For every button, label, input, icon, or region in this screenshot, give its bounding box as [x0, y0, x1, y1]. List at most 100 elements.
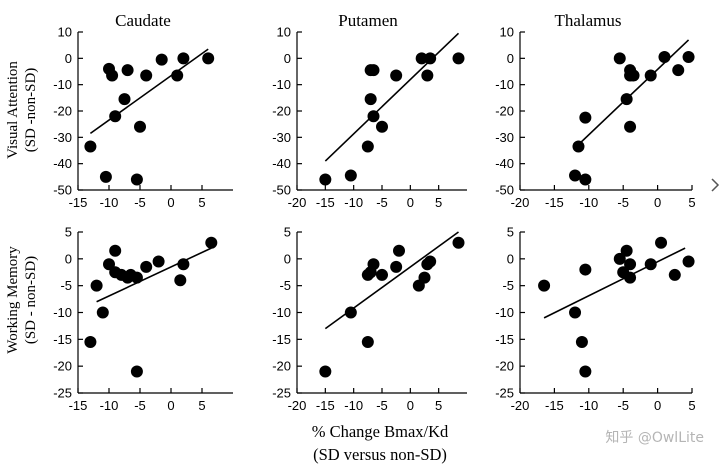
- regression-line: [543, 247, 686, 319]
- data-point: [109, 110, 122, 123]
- x-tick-label: -10: [100, 398, 119, 413]
- data-point: [130, 271, 143, 284]
- y-tick-label: -50: [272, 183, 291, 198]
- chevron-right-icon[interactable]: [711, 178, 720, 192]
- x-tick-label: -10: [579, 195, 598, 210]
- x-tick-label: -15: [545, 398, 564, 413]
- data-point: [376, 120, 388, 133]
- data-point: [658, 51, 671, 64]
- x-tick-label: 0: [407, 398, 414, 413]
- x-tick-label: 5: [198, 195, 205, 210]
- data-point: [390, 69, 403, 82]
- data-point: [152, 255, 165, 268]
- x-tick-label: -5: [617, 398, 629, 413]
- data-point: [177, 258, 190, 271]
- y-tick-label: -20: [272, 104, 291, 119]
- data-point: [644, 258, 657, 271]
- x-tick-label: 5: [688, 195, 695, 210]
- y-tick-label: 10: [277, 25, 291, 40]
- data-point: [569, 169, 582, 182]
- watermark: 知乎 @OwlLite: [605, 429, 704, 446]
- y-tick-label: -10: [53, 305, 72, 320]
- data-point: [140, 69, 153, 82]
- data-point: [424, 255, 437, 268]
- y-tick-label: -40: [272, 156, 291, 171]
- data-point: [452, 236, 465, 249]
- data-point: [134, 120, 146, 133]
- data-point: [361, 140, 374, 153]
- x-tick-label: 0: [654, 195, 661, 210]
- x-tick-label: -20: [511, 195, 530, 210]
- y-tick-label: -50: [53, 183, 72, 198]
- y-tick-label: -15: [272, 332, 291, 347]
- data-point: [613, 252, 626, 265]
- data-point: [624, 120, 637, 133]
- column-title-thalamus: Thalamus: [554, 11, 621, 30]
- data-point: [579, 263, 592, 276]
- data-point: [364, 93, 377, 106]
- x-tick-label: -15: [316, 398, 335, 413]
- data-point: [424, 52, 437, 65]
- regression-line: [89, 48, 209, 135]
- y-tick-label: 5: [284, 225, 291, 240]
- data-point: [171, 69, 184, 82]
- y-tick-label: 0: [284, 51, 291, 66]
- data-point: [376, 268, 388, 281]
- y-tick-label: 10: [58, 25, 72, 40]
- x-tick-label: 5: [198, 398, 205, 413]
- data-point: [361, 336, 374, 349]
- x-tick-label: -5: [134, 195, 146, 210]
- data-point: [627, 69, 640, 82]
- x-tick-label: -5: [617, 195, 629, 210]
- y-tick-label: -5: [60, 278, 72, 293]
- data-point: [682, 255, 695, 268]
- x-tick-label: -10: [100, 195, 119, 210]
- data-point: [572, 140, 585, 153]
- data-point: [579, 111, 592, 124]
- data-point: [84, 336, 97, 349]
- data-point: [319, 173, 332, 186]
- svg-text:Visual Attention: Visual Attention: [5, 61, 21, 159]
- data-point: [624, 258, 637, 271]
- data-point: [421, 69, 434, 82]
- y-tick-label: -10: [272, 77, 291, 92]
- column-title-putamen: Putamen: [338, 11, 398, 30]
- y-tick-label: 5: [507, 225, 514, 240]
- data-point: [538, 279, 551, 292]
- data-point: [620, 93, 633, 106]
- data-point: [418, 271, 431, 284]
- y-tick-label: -30: [272, 130, 291, 145]
- y-tick-label: -25: [53, 386, 72, 401]
- panel-thalamus-working-memory: 50-5-10-15-20-25-20 -15 -10 -5 0 5: [495, 225, 695, 414]
- y-tick-label: -25: [495, 386, 514, 401]
- data-point: [84, 140, 97, 153]
- y-tick-label: -20: [53, 359, 72, 374]
- data-point: [575, 336, 588, 349]
- data-point: [130, 365, 143, 378]
- y-tick-label: -20: [272, 359, 291, 374]
- panel-caudate-working-memory: 50-5-10-15-20-25-15 -10 -5 0 5: [53, 225, 233, 413]
- y-tick-label: -15: [495, 332, 514, 347]
- data-point: [393, 244, 405, 257]
- x-tick-label: -5: [376, 195, 388, 210]
- y-tick-label: -20: [53, 104, 72, 119]
- y-tick-label: 0: [65, 251, 72, 266]
- x-tick-label: -20: [288, 398, 307, 413]
- x-tick-label: -5: [134, 398, 146, 413]
- data-point: [106, 69, 119, 82]
- data-point: [202, 52, 215, 65]
- data-point: [109, 244, 122, 257]
- panel-thalamus-visual-attention: 100-10-20-30-40-50-20 -15 -10 -5 0 5: [495, 25, 695, 211]
- regression-line: [324, 32, 460, 162]
- x-tick-label: 5: [435, 195, 442, 210]
- y-tick-label: -20: [495, 359, 514, 374]
- data-point: [344, 306, 357, 319]
- x-tick-label: -20: [288, 195, 307, 210]
- data-point: [613, 52, 626, 65]
- y-tick-label: -5: [279, 278, 291, 293]
- x-tick-label: 0: [407, 195, 414, 210]
- column-title-caudate: Caudate: [115, 11, 171, 30]
- x-axis-label-line-2: (SD versus non-SD): [313, 445, 447, 464]
- y-tick-label: -50: [495, 183, 514, 198]
